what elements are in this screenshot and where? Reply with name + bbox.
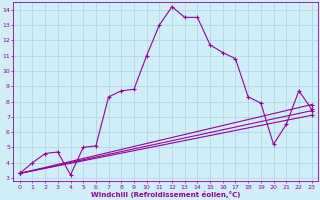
X-axis label: Windchill (Refroidissement éolien,°C): Windchill (Refroidissement éolien,°C): [91, 191, 240, 198]
